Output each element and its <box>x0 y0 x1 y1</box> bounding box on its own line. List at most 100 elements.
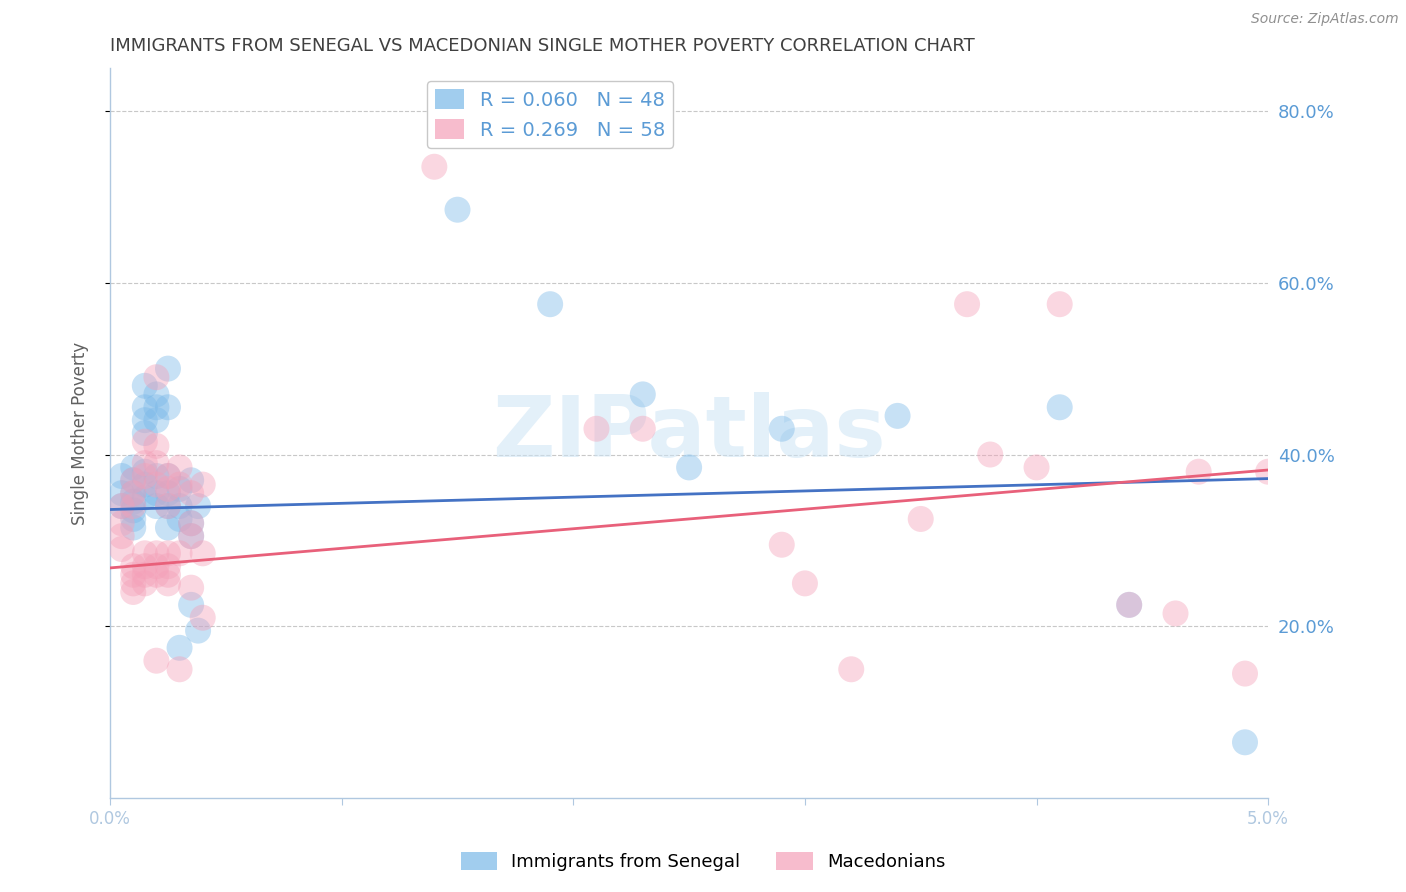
Point <box>1164 607 1187 621</box>
Point <box>111 486 134 500</box>
Point <box>156 482 179 496</box>
Point <box>134 379 156 393</box>
Point <box>156 520 179 534</box>
Point <box>169 512 191 526</box>
Point <box>134 434 156 449</box>
Point <box>156 546 179 560</box>
Point <box>111 516 134 531</box>
Point <box>585 422 607 436</box>
Point <box>156 361 179 376</box>
Point <box>169 482 191 496</box>
Point <box>156 469 179 483</box>
Point <box>1233 666 1256 681</box>
Point <box>145 401 167 415</box>
Point <box>180 598 202 612</box>
Point <box>122 473 145 487</box>
Point <box>122 473 145 487</box>
Point <box>134 546 156 560</box>
Point <box>191 477 214 491</box>
Point <box>111 469 134 483</box>
Point <box>134 576 156 591</box>
Point <box>122 499 145 513</box>
Point <box>180 529 202 543</box>
Point <box>145 413 167 427</box>
Legend: R = 0.060   N = 48, R = 0.269   N = 58: R = 0.060 N = 48, R = 0.269 N = 58 <box>427 81 673 148</box>
Point <box>169 546 191 560</box>
Point <box>538 297 561 311</box>
Point <box>169 499 191 513</box>
Point <box>1049 401 1071 415</box>
Point <box>111 499 134 513</box>
Point <box>770 538 793 552</box>
Point <box>145 469 167 483</box>
Point <box>145 654 167 668</box>
Point <box>122 567 145 582</box>
Point <box>187 624 209 638</box>
Point <box>134 413 156 427</box>
Point <box>145 439 167 453</box>
Point <box>770 422 793 436</box>
Point <box>145 387 167 401</box>
Point <box>111 529 134 543</box>
Point <box>169 640 191 655</box>
Point <box>180 529 202 543</box>
Point <box>169 460 191 475</box>
Point <box>134 477 156 491</box>
Point <box>122 486 145 500</box>
Point <box>180 516 202 531</box>
Text: ZIPatlas: ZIPatlas <box>492 392 886 475</box>
Point <box>191 546 214 560</box>
Text: IMMIGRANTS FROM SENEGAL VS MACEDONIAN SINGLE MOTHER POVERTY CORRELATION CHART: IMMIGRANTS FROM SENEGAL VS MACEDONIAN SI… <box>110 37 974 55</box>
Point <box>134 456 156 470</box>
Point <box>180 516 202 531</box>
Point <box>134 491 156 505</box>
Point <box>111 499 134 513</box>
Point <box>122 512 145 526</box>
Point <box>180 486 202 500</box>
Point <box>910 512 932 526</box>
Point <box>156 401 179 415</box>
Point <box>134 465 156 479</box>
Point <box>180 473 202 487</box>
Point <box>956 297 979 311</box>
Point <box>156 559 179 574</box>
Point <box>423 160 446 174</box>
Point <box>1118 598 1140 612</box>
Text: Source: ZipAtlas.com: Source: ZipAtlas.com <box>1251 12 1399 26</box>
Point <box>169 477 191 491</box>
Point <box>134 567 156 582</box>
Point <box>134 559 156 574</box>
Point <box>180 581 202 595</box>
Point <box>122 486 145 500</box>
Point <box>631 387 654 401</box>
Point <box>122 520 145 534</box>
Point <box>134 469 156 483</box>
Point <box>145 456 167 470</box>
Point <box>1118 598 1140 612</box>
Point <box>793 576 815 591</box>
Point <box>156 486 179 500</box>
Point <box>446 202 468 217</box>
Point <box>111 541 134 556</box>
Point <box>839 662 862 676</box>
Point <box>678 460 700 475</box>
Point <box>145 486 167 500</box>
Point <box>134 401 156 415</box>
Point <box>122 503 145 517</box>
Point <box>156 576 179 591</box>
Point <box>169 662 191 676</box>
Point <box>122 576 145 591</box>
Point <box>145 499 167 513</box>
Point <box>122 460 145 475</box>
Point <box>1233 735 1256 749</box>
Point <box>145 477 167 491</box>
Point <box>191 611 214 625</box>
Point <box>145 559 167 574</box>
Point <box>156 567 179 582</box>
Point <box>1188 465 1211 479</box>
Point <box>145 370 167 384</box>
Point <box>156 469 179 483</box>
Point <box>1257 465 1279 479</box>
Point <box>886 409 908 423</box>
Point <box>979 448 1001 462</box>
